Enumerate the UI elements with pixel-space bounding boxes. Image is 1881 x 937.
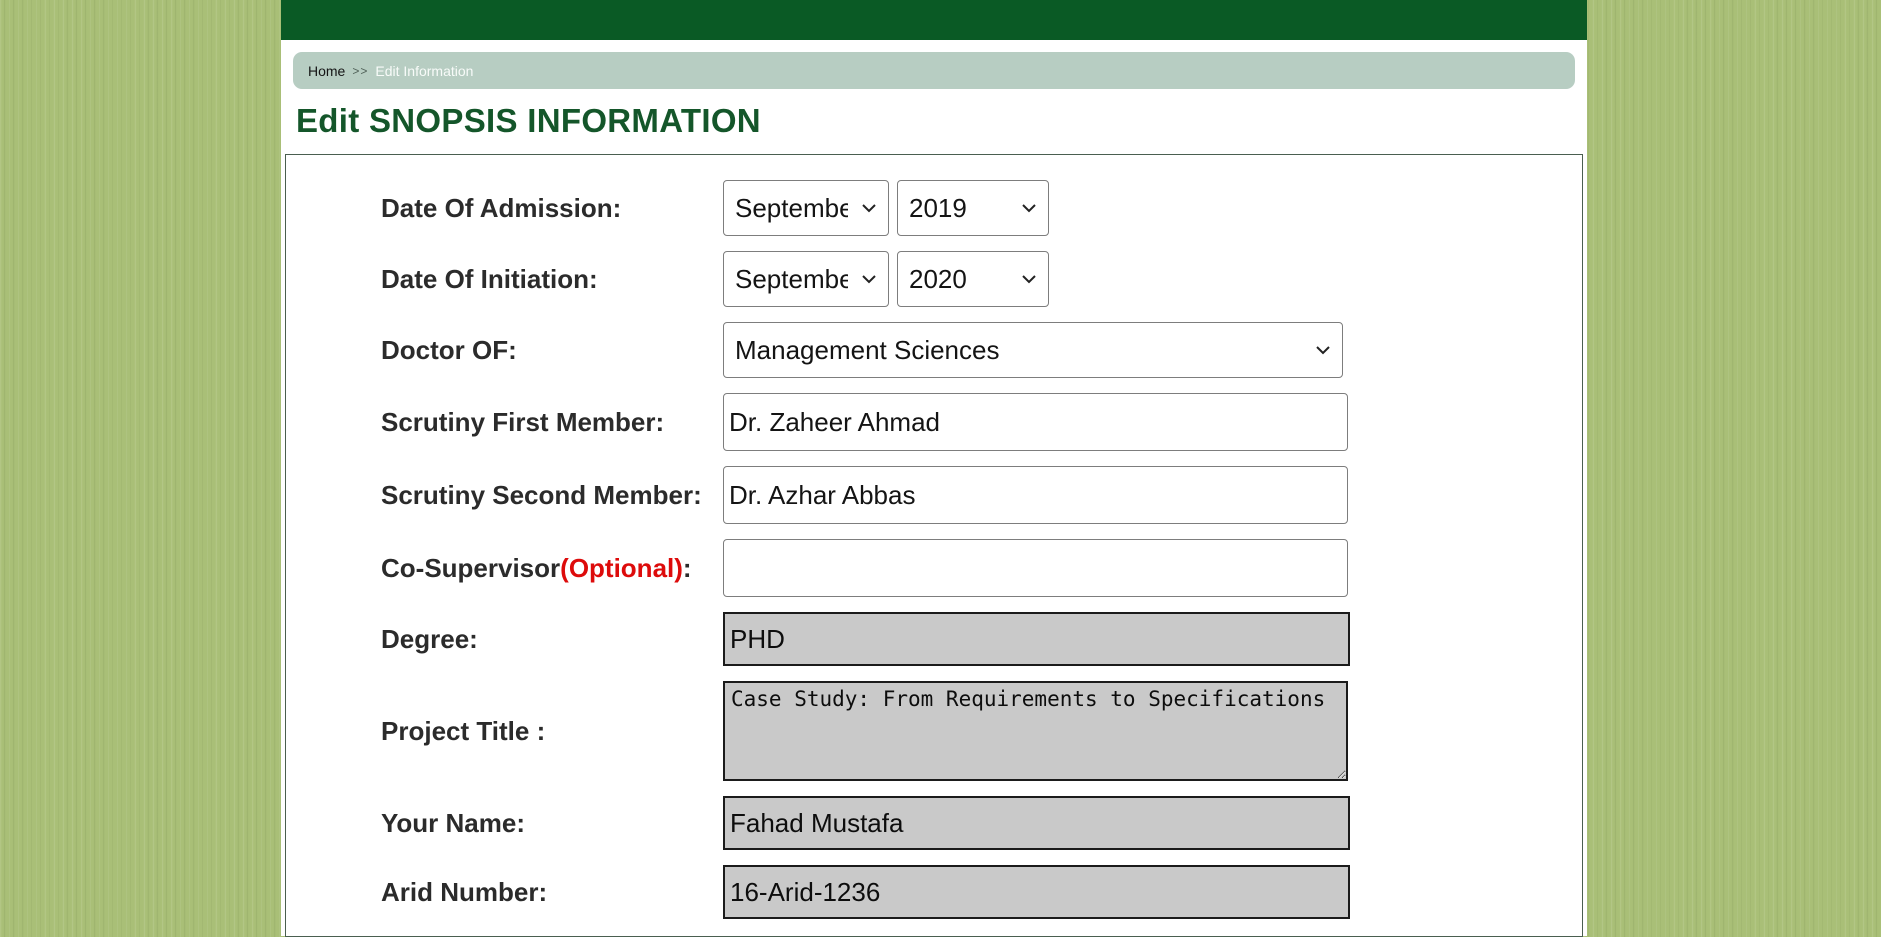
co-supervisor-label: Co-Supervisor(Optional): [381, 552, 692, 583]
admission-year-select-wrap: 2019 [897, 180, 1049, 236]
breadcrumb-home-link[interactable]: Home [308, 62, 346, 79]
form-row-doctor-of: Doctor OF: Management Sciences [286, 322, 1582, 378]
scrutiny-first-member-input[interactable] [723, 393, 1348, 451]
form-row-arid-number: Arid Number: [286, 865, 1582, 919]
arid-number-input[interactable] [723, 865, 1350, 919]
page-title: Edit SNOPSIS INFORMATION [296, 102, 761, 139]
form-row-co-supervisor: Co-Supervisor(Optional): [286, 539, 1582, 597]
doctor-of-select-wrap: Management Sciences [723, 322, 1343, 378]
project-title-label: Project Title : [381, 715, 546, 746]
doctor-of-select[interactable]: Management Sciences [723, 322, 1343, 378]
form-row-your-name: Your Name: [286, 796, 1582, 850]
form-row-date-of-admission: Date Of Admission: September 2019 [286, 180, 1582, 236]
your-name-input[interactable] [723, 796, 1350, 850]
doctor-of-label: Doctor OF: [381, 334, 517, 365]
date-of-initiation-label: Date Of Initiation: [381, 263, 598, 294]
degree-input[interactable] [723, 612, 1350, 666]
initiation-year-select[interactable]: 2020 [897, 251, 1049, 307]
breadcrumb-current: Edit Information [375, 62, 474, 79]
form-row-scrutiny-second-member: Scrutiny Second Member: [286, 466, 1582, 524]
your-name-label: Your Name: [381, 807, 525, 838]
header-bar [281, 0, 1587, 40]
admission-year-select[interactable]: 2019 [897, 180, 1049, 236]
form-row-degree: Degree: [286, 612, 1582, 666]
initiation-year-select-wrap: 2020 [897, 251, 1049, 307]
initiation-month-select-wrap: September [723, 251, 889, 307]
arid-number-label: Arid Number: [381, 876, 548, 907]
content-area: Home >> Edit Information Edit SNOPSIS IN… [281, 0, 1587, 937]
form-panel: Date Of Admission: September 2019 Date O… [285, 154, 1583, 937]
scrutiny-second-member-input[interactable] [723, 466, 1348, 524]
co-supervisor-input[interactable] [723, 539, 1348, 597]
initiation-month-select[interactable]: September [723, 251, 889, 307]
breadcrumb: Home >> Edit Information [293, 52, 1575, 89]
form-row-project-title: Project Title : Case Study: From Require… [286, 681, 1582, 781]
date-of-admission-label: Date Of Admission: [381, 192, 622, 223]
admission-month-select-wrap: September [723, 180, 889, 236]
scrutiny-second-member-label: Scrutiny Second Member: [381, 479, 702, 510]
optional-tag: (Optional) [560, 552, 683, 583]
form-row-scrutiny-first-member: Scrutiny First Member: [286, 393, 1582, 451]
project-title-textarea[interactable]: Case Study: From Requirements to Specifi… [723, 681, 1348, 781]
admission-month-select[interactable]: September [723, 180, 889, 236]
breadcrumb-separator: >> [352, 63, 369, 78]
scrutiny-first-member-label: Scrutiny First Member: [381, 406, 665, 437]
degree-label: Degree: [381, 623, 478, 654]
form-row-date-of-initiation: Date Of Initiation: September 2020 [286, 251, 1582, 307]
